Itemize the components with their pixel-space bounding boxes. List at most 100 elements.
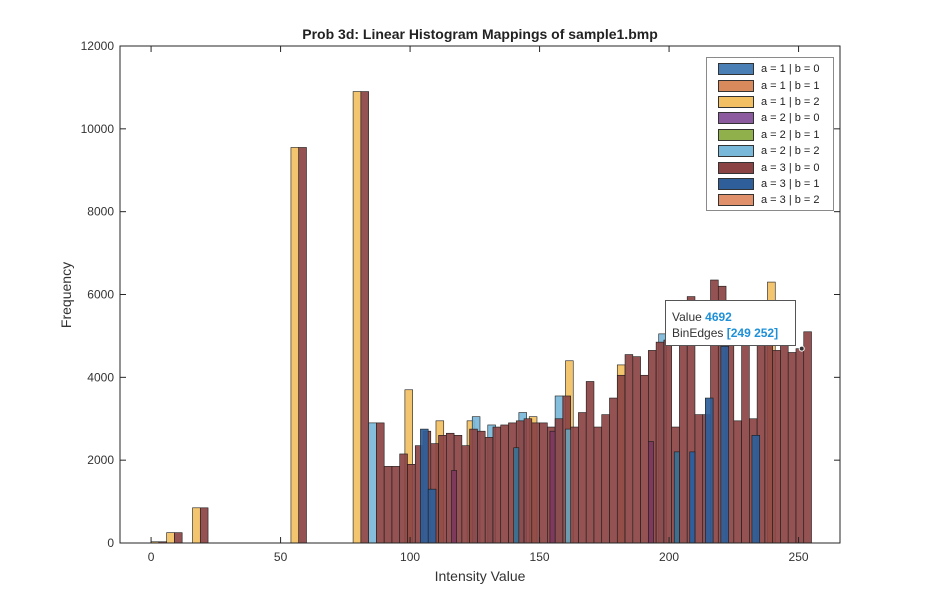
histogram-bar[interactable] bbox=[199, 507, 209, 544]
legend-item[interactable]: a = 2 | b = 2 bbox=[712, 143, 828, 159]
histogram-bar[interactable] bbox=[632, 356, 641, 544]
x-tick-label: 0 bbox=[148, 550, 155, 564]
histogram-bar[interactable] bbox=[290, 147, 300, 544]
histogram-bar[interactable] bbox=[174, 532, 183, 544]
histogram-bar[interactable] bbox=[531, 422, 540, 544]
histogram-bar[interactable] bbox=[391, 466, 401, 544]
histogram-bar[interactable] bbox=[192, 507, 201, 544]
legend-label: a = 1 | b = 0 bbox=[761, 63, 820, 76]
legend-item[interactable]: a = 1 | b = 0 bbox=[712, 61, 828, 77]
data-tip-value-label: Value bbox=[672, 310, 702, 324]
histogram-bar[interactable] bbox=[539, 422, 548, 544]
histogram-bar[interactable] bbox=[578, 412, 587, 544]
histogram-bar[interactable] bbox=[616, 374, 626, 544]
histogram-bar[interactable] bbox=[655, 341, 665, 544]
histogram-bar[interactable] bbox=[593, 426, 603, 544]
histogram-bar[interactable] bbox=[500, 424, 509, 544]
histogram-bar[interactable] bbox=[705, 397, 714, 544]
legend-swatch bbox=[718, 145, 754, 158]
data-tip-value-row: Value 4692 bbox=[672, 309, 789, 325]
histogram-bar[interactable] bbox=[461, 445, 470, 544]
histogram-bar[interactable] bbox=[523, 418, 533, 544]
histogram-bar-overlap[interactable] bbox=[549, 430, 556, 544]
histogram-bar[interactable] bbox=[368, 422, 377, 544]
x-tick-label: 250 bbox=[789, 550, 809, 564]
histogram-bar[interactable] bbox=[469, 428, 478, 544]
histogram-bar[interactable] bbox=[484, 437, 494, 544]
data-tip-value: 4692 bbox=[705, 310, 732, 324]
legend-item[interactable]: a = 2 | b = 1 bbox=[712, 127, 828, 143]
histogram-bar[interactable] bbox=[407, 464, 416, 544]
histogram-bar[interactable] bbox=[585, 381, 595, 544]
histogram-bar[interactable] bbox=[751, 435, 761, 544]
legend-swatch bbox=[718, 79, 754, 92]
legend-item[interactable]: a = 3 | b = 2 bbox=[712, 192, 828, 208]
histogram-bar-overlap[interactable] bbox=[648, 441, 654, 544]
histogram-bar[interactable] bbox=[492, 426, 502, 544]
histogram-bar[interactable] bbox=[399, 453, 408, 544]
histogram-bar[interactable] bbox=[780, 341, 789, 544]
histogram-bar[interactable] bbox=[640, 374, 649, 544]
histogram-bar[interactable] bbox=[609, 397, 618, 544]
axes-layer: 0 50 100 150 200 250 0 2000 4000 6000 8000 10000 120… bbox=[81, 39, 841, 564]
histogram-bar[interactable] bbox=[795, 348, 805, 544]
legend-label: a = 2 | b = 2 bbox=[761, 145, 820, 158]
histogram-bar[interactable] bbox=[427, 488, 437, 544]
x-tick-label: 150 bbox=[530, 550, 550, 564]
histogram-bar-overlap[interactable] bbox=[451, 470, 457, 544]
histogram-bar[interactable] bbox=[787, 352, 797, 544]
y-tick-label: 2000 bbox=[87, 453, 114, 467]
histogram-bar[interactable] bbox=[733, 420, 742, 544]
histogram-bar[interactable] bbox=[803, 331, 812, 544]
histogram-bar[interactable] bbox=[570, 426, 579, 544]
legend-item[interactable]: a = 3 | b = 1 bbox=[712, 176, 828, 192]
y-axis-label: Frequency bbox=[58, 261, 74, 329]
histogram-bar[interactable] bbox=[376, 422, 385, 544]
chart-legend[interactable]: a = 1 | b = 0 a = 1 | b = 1 a = 1 | b = 2 a… bbox=[706, 57, 834, 211]
histogram-bar[interactable] bbox=[624, 354, 634, 544]
legend-item[interactable]: a = 3 | b = 0 bbox=[712, 159, 828, 175]
y-tick-label: 0 bbox=[107, 536, 114, 550]
histogram-bar[interactable] bbox=[601, 414, 610, 544]
legend-swatch bbox=[718, 128, 754, 141]
histogram-bar-overlap[interactable] bbox=[689, 451, 696, 544]
legend-swatch bbox=[718, 95, 754, 108]
histogram-bar[interactable] bbox=[772, 350, 781, 544]
histogram-bar[interactable] bbox=[383, 466, 393, 544]
histogram-bar[interactable] bbox=[477, 430, 486, 544]
histogram-bar[interactable] bbox=[764, 314, 773, 544]
histogram-bar-overlap[interactable] bbox=[513, 447, 520, 544]
histogram-bar[interactable] bbox=[298, 147, 307, 544]
histogram-bar[interactable] bbox=[554, 418, 564, 544]
legend-item[interactable]: a = 2 | b = 0 bbox=[712, 110, 828, 126]
data-tip[interactable]: Value 4692 BinEdges [249 252] bbox=[665, 300, 796, 346]
legend-label: a = 2 | b = 0 bbox=[761, 112, 820, 125]
histogram-bar[interactable] bbox=[694, 414, 704, 544]
y-tick-label: 6000 bbox=[87, 288, 114, 302]
histogram-bar[interactable] bbox=[663, 339, 672, 544]
legend-label: a = 1 | b = 2 bbox=[761, 95, 820, 108]
histogram-bar[interactable] bbox=[352, 91, 362, 544]
x-tick-label: 100 bbox=[400, 550, 420, 564]
histogram-bar[interactable] bbox=[438, 435, 447, 544]
histogram-bar-overlap[interactable] bbox=[565, 428, 571, 544]
x-tick-label: 50 bbox=[274, 550, 288, 564]
legend-swatch bbox=[718, 194, 754, 207]
data-tip-edges: [249 252] bbox=[726, 326, 779, 340]
histogram-bar[interactable] bbox=[720, 345, 729, 544]
histogram-bar[interactable] bbox=[360, 91, 369, 544]
legend-label: a = 3 | b = 0 bbox=[761, 161, 820, 174]
y-tick-label: 10000 bbox=[81, 122, 115, 136]
data-tip-marker[interactable] bbox=[798, 345, 805, 352]
legend-label: a = 1 | b = 1 bbox=[761, 79, 820, 92]
histogram-bar[interactable] bbox=[741, 321, 750, 544]
histogram-bar[interactable] bbox=[166, 532, 175, 544]
legend-swatch bbox=[718, 177, 754, 190]
legend-item[interactable]: a = 1 | b = 1 bbox=[712, 77, 828, 93]
data-tip-edges-row: BinEdges [249 252] bbox=[672, 325, 789, 341]
legend-swatch bbox=[718, 63, 754, 76]
histogram-bar-overlap[interactable] bbox=[673, 451, 680, 544]
legend-item[interactable]: a = 1 | b = 2 bbox=[712, 94, 828, 110]
histogram-bar[interactable] bbox=[420, 428, 429, 544]
